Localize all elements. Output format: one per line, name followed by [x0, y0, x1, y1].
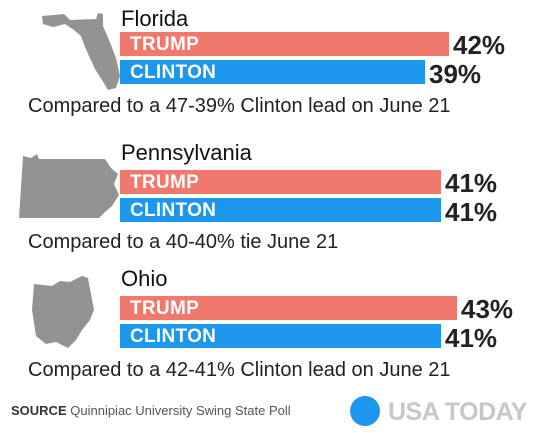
value-label-ohio-clinton: 41% [445, 323, 498, 353]
source-text: Quinnipiac University Swing State Poll [70, 403, 291, 418]
bar-florida-clinton: CLINTON [120, 60, 425, 84]
value-label-pennsylvania-trump: 41% [445, 168, 498, 198]
bar-label-trump: TRUMP [130, 34, 200, 55]
comparison-note-pennsylvania: Compared to a 40-40% tie June 21 [28, 231, 339, 253]
source-label: SOURCE [11, 403, 67, 418]
bar-label-trump: TRUMP [130, 298, 200, 319]
bar-label-trump: TRUMP [130, 172, 200, 193]
ohio-map-icon [30, 276, 96, 350]
value-label-florida-clinton: 39% [429, 59, 482, 89]
value-label-pennsylvania-clinton: 41% [445, 197, 498, 227]
comparison-note-florida: Compared to a 47-39% Clinton lead on Jun… [28, 95, 451, 117]
comparison-note-ohio: Compared to a 42-41% Clinton lead on Jun… [28, 359, 451, 381]
pennsylvania-group: Pennsylvania TRUMP 41% CLINTON 41% Compa… [0, 140, 541, 270]
bar-label-clinton: CLINTON [130, 62, 217, 83]
florida-map-icon [40, 10, 120, 92]
bar-label-clinton: CLINTON [130, 200, 217, 221]
state-name-florida: Florida [121, 6, 189, 31]
pennsylvania-map-icon [17, 154, 120, 220]
value-label-florida-trump: 42% [453, 30, 506, 60]
state-name-ohio: Ohio [121, 266, 168, 291]
bar-florida-trump: TRUMP [120, 32, 449, 56]
state-name-pennsylvania: Pennsylvania [121, 140, 252, 165]
bar-pennsylvania-trump: TRUMP [120, 170, 441, 194]
usa-today-logo: USA TODAY [388, 398, 528, 426]
footer: SOURCE Quinnipiac University Swing State… [0, 392, 541, 432]
source-line: SOURCE Quinnipiac University Swing State… [11, 402, 291, 420]
bar-label-clinton: CLINTON [130, 326, 217, 347]
florida-group: Florida TRUMP 42% CLINTON 39% Compared t… [0, 6, 541, 136]
usa-today-dot-icon [350, 396, 380, 426]
value-label-ohio-trump: 43% [461, 294, 514, 324]
bar-ohio-trump: TRUMP [120, 296, 457, 320]
bar-pennsylvania-clinton: CLINTON [120, 198, 441, 222]
bar-ohio-clinton: CLINTON [120, 324, 441, 348]
ohio-group: Ohio TRUMP 43% CLINTON 41% Compared to a… [0, 266, 541, 396]
